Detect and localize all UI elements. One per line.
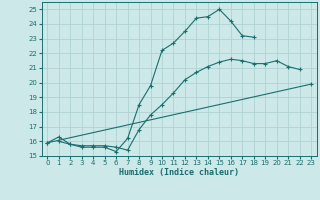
X-axis label: Humidex (Indice chaleur): Humidex (Indice chaleur) <box>119 168 239 177</box>
